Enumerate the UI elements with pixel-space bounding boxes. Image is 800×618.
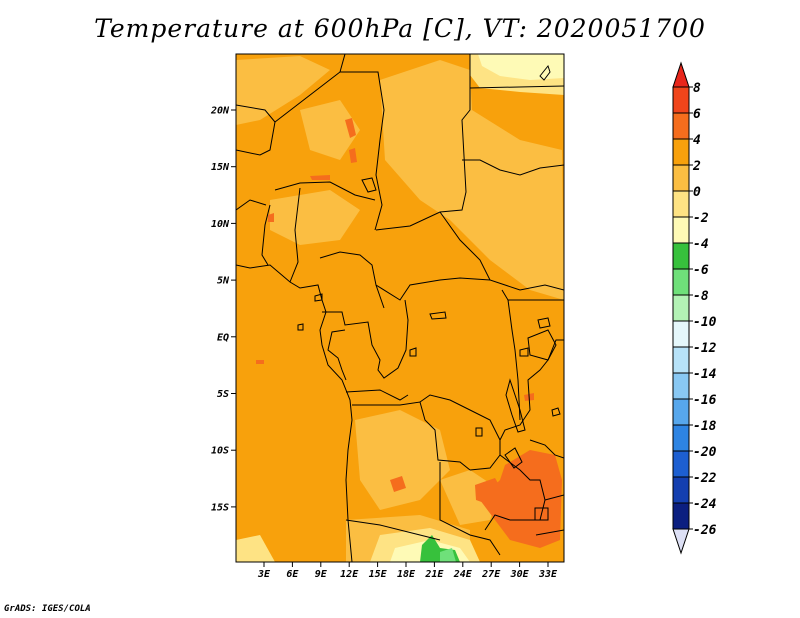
colorbar-label: -20 bbox=[693, 445, 717, 460]
lat-tick-label: 10S bbox=[211, 446, 229, 457]
colorbar-segment bbox=[672, 372, 690, 400]
lat-tick-label: EQ bbox=[217, 332, 229, 343]
colorbar-label: -4 bbox=[693, 237, 709, 252]
colorbar-label: -26 bbox=[693, 523, 717, 538]
longitude-axis: 3E 6E 9E 12E 15E 18E 21E 24E 27E 30E 33E bbox=[257, 562, 558, 580]
colorbar-label: -22 bbox=[693, 471, 717, 486]
lon-tick-label: 12E bbox=[340, 569, 359, 580]
colorbar-segment bbox=[672, 294, 690, 322]
lon-tick-label: 30E bbox=[510, 569, 530, 580]
colorbar-top-triangle bbox=[672, 61, 690, 88]
colorbar-label: 8 bbox=[693, 81, 701, 96]
colorbar-segment bbox=[672, 86, 690, 114]
colorbar-segment bbox=[672, 242, 690, 270]
lon-tick-label: 21E bbox=[424, 569, 444, 580]
colorbar: 8 6 4 2 0 -2 -4 -6 -8 -10 -12 -14 -16 -18 -20 -22 -24 -26 bbox=[672, 61, 717, 555]
colorbar-label: -16 bbox=[693, 393, 717, 408]
colorbar-label: 2 bbox=[692, 159, 701, 174]
colorbar-label: -6 bbox=[693, 263, 709, 278]
colorbar-segment bbox=[672, 398, 690, 426]
temperature-field bbox=[236, 54, 564, 562]
colorbar-segment bbox=[672, 268, 690, 296]
colorbar-label: 6 bbox=[693, 107, 701, 122]
political-borders bbox=[236, 54, 564, 562]
map-title: Temperature at 600hPa [C], VT: 202005170… bbox=[94, 14, 706, 43]
colorbar-segment bbox=[672, 346, 690, 374]
lat-tick-label: 5S bbox=[217, 389, 229, 400]
colorbar-label: -18 bbox=[693, 419, 717, 434]
lat-tick-label: 15N bbox=[211, 162, 230, 173]
colorbar-segment bbox=[672, 190, 690, 218]
lon-tick-label: 6E bbox=[286, 569, 299, 580]
colorbar-label: -14 bbox=[693, 367, 717, 382]
lon-tick-label: 24E bbox=[453, 569, 473, 580]
colorbar-segment bbox=[672, 320, 690, 348]
lon-tick-label: 3E bbox=[257, 569, 271, 580]
colorbar-bottom-triangle bbox=[672, 528, 690, 555]
lon-tick-label: 33E bbox=[538, 569, 558, 580]
latitude-axis: 20N 15N 10N 5N EQ 5S 10S 15S bbox=[210, 106, 236, 513]
colorbar-segment bbox=[672, 164, 690, 192]
lon-tick-label: 27E bbox=[481, 569, 501, 580]
colorbar-label: -8 bbox=[693, 289, 709, 304]
lon-tick-label: 15E bbox=[369, 569, 388, 580]
lon-tick-label: 18E bbox=[397, 569, 416, 580]
lat-tick-label: 20N bbox=[210, 106, 230, 117]
lon-tick-label: 9E bbox=[315, 569, 328, 580]
colorbar-label: -24 bbox=[693, 497, 717, 512]
map-frame bbox=[235, 53, 565, 563]
colorbar-segment bbox=[672, 502, 690, 530]
lat-tick-label: 10N bbox=[211, 219, 230, 230]
lat-tick-label: 5N bbox=[217, 276, 230, 287]
colorbar-label: 0 bbox=[693, 185, 701, 200]
colorbar-segment bbox=[672, 424, 690, 452]
colorbar-label: -2 bbox=[693, 211, 709, 226]
colorbar-label: -10 bbox=[693, 315, 717, 330]
colorbar-segment bbox=[672, 476, 690, 504]
colorbar-label: -12 bbox=[693, 341, 717, 356]
lat-tick-label: 15S bbox=[211, 502, 229, 513]
colorbar-label: 4 bbox=[693, 133, 701, 148]
colorbar-segment bbox=[672, 450, 690, 478]
colorbar-segment bbox=[672, 138, 690, 166]
colorbar-segment bbox=[672, 112, 690, 140]
colorbar-segment bbox=[672, 216, 690, 244]
credit-label: GrADS: IGES/COLA bbox=[4, 604, 91, 614]
